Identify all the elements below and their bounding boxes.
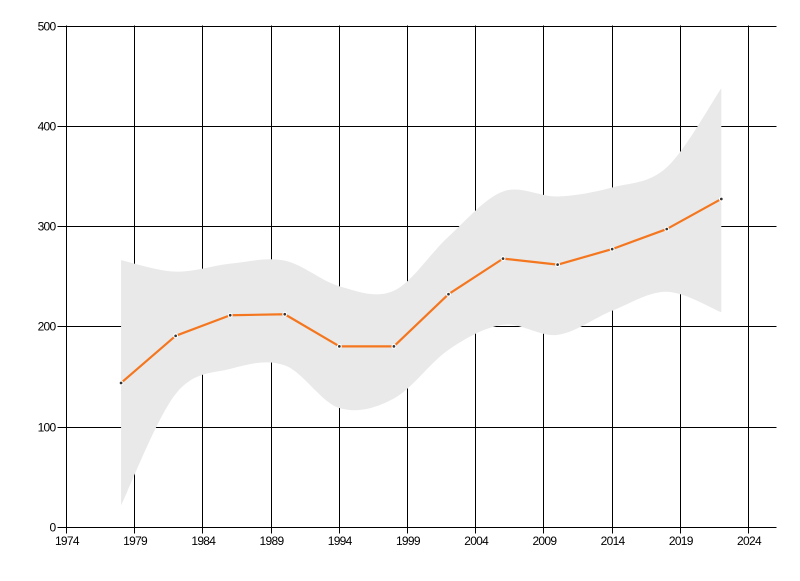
svg-text:2004: 2004 [464,534,489,548]
svg-text:1994: 1994 [328,534,353,548]
svg-text:1984: 1984 [191,534,216,548]
svg-text:1999: 1999 [396,534,421,548]
svg-text:200: 200 [38,320,57,334]
svg-text:2009: 2009 [532,534,557,548]
svg-text:300: 300 [38,220,57,234]
svg-text:1989: 1989 [260,534,285,548]
svg-text:0: 0 [50,521,57,535]
svg-text:2014: 2014 [601,534,626,548]
svg-text:2024: 2024 [737,534,762,548]
svg-text:2019: 2019 [669,534,694,548]
svg-text:100: 100 [38,421,57,435]
svg-text:1974: 1974 [55,534,80,548]
svg-text:400: 400 [38,120,57,134]
svg-text:500: 500 [38,20,57,34]
svg-text:1979: 1979 [123,534,148,548]
